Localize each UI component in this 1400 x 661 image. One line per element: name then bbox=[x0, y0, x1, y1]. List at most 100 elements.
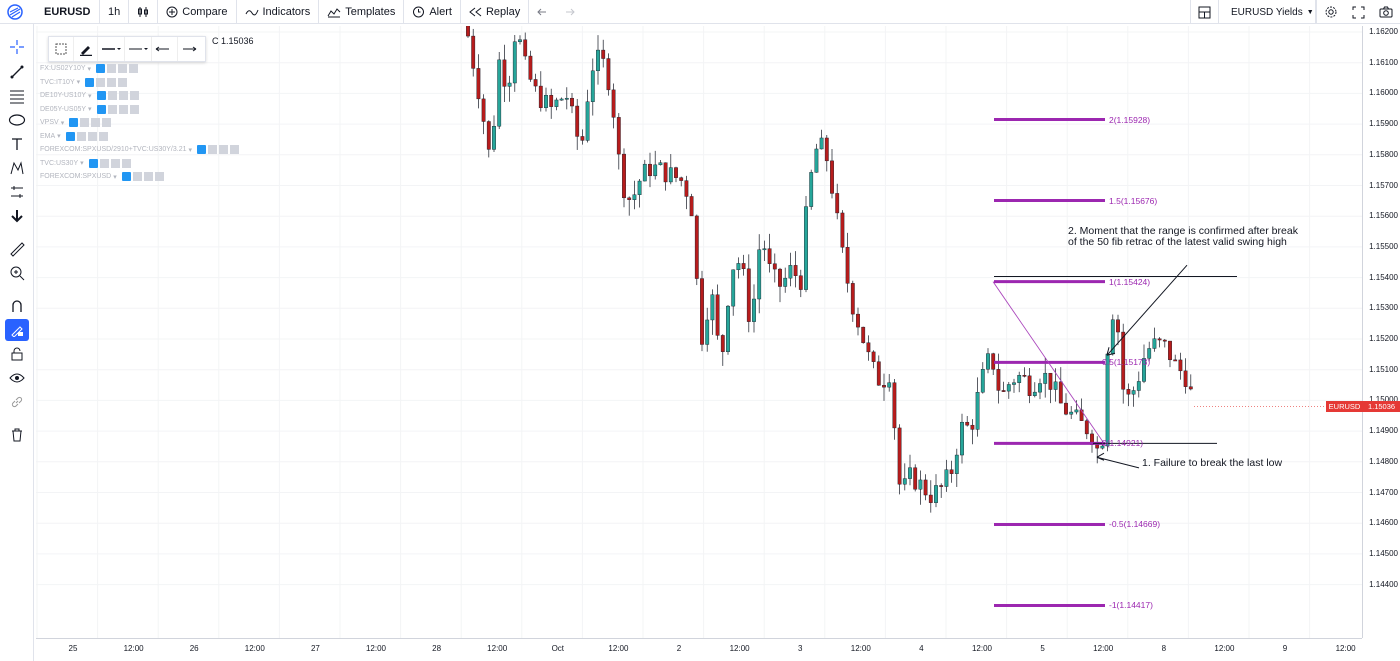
prediction-tool[interactable] bbox=[5, 181, 29, 203]
indicator-legend-row[interactable]: DE05Y-US05Y ▾ bbox=[40, 103, 239, 117]
more-icon[interactable] bbox=[87, 131, 97, 141]
undo-button[interactable] bbox=[529, 0, 556, 24]
eye-icon[interactable] bbox=[197, 145, 206, 155]
more-icon[interactable] bbox=[91, 118, 101, 128]
patterns-tool[interactable] bbox=[5, 157, 29, 179]
settings-icon[interactable] bbox=[132, 172, 142, 182]
symbol-search-button[interactable]: EURUSD bbox=[30, 0, 100, 24]
chevron-down-icon[interactable]: ▾ bbox=[60, 119, 65, 127]
more-icon[interactable] bbox=[219, 145, 228, 155]
indicator-legend-row[interactable]: EMA ▾ bbox=[40, 130, 239, 144]
time-scale[interactable]: 25 12:00 26 12:00 27 12:00 28 12:00 Oct 12:00 2 12:… bbox=[36, 638, 1362, 661]
indicator-legend-row[interactable]: FOREXCOM:SPXUSD ▾ bbox=[40, 170, 239, 184]
close-icon[interactable] bbox=[129, 64, 139, 74]
right-end-button[interactable] bbox=[178, 37, 205, 61]
settings-icon[interactable] bbox=[208, 145, 217, 155]
compare-button[interactable]: Compare bbox=[158, 0, 237, 24]
close-icon[interactable] bbox=[118, 77, 128, 87]
trend-line-tool[interactable] bbox=[5, 61, 29, 83]
more-icon[interactable] bbox=[118, 91, 128, 101]
indicator-legend-row[interactable]: TVC:IT10Y ▾ bbox=[40, 76, 239, 90]
price-chart[interactable] bbox=[36, 26, 1362, 638]
indicator-legend-row[interactable]: VPSV ▾ bbox=[40, 116, 239, 130]
more-icon[interactable] bbox=[143, 172, 153, 182]
eye-icon[interactable] bbox=[121, 172, 131, 182]
replay-button[interactable]: Replay bbox=[461, 0, 530, 24]
crosshair-tool[interactable] bbox=[5, 36, 29, 58]
chevron-down-icon[interactable]: ▾ bbox=[76, 79, 81, 87]
indicator-legend-row[interactable]: DE10Y-US10Y ▾ bbox=[40, 89, 239, 103]
chevron-down-icon[interactable]: ▾ bbox=[188, 146, 192, 154]
select-drag-handle[interactable] bbox=[49, 37, 74, 61]
more-icon[interactable] bbox=[118, 64, 128, 74]
chevron-down-icon[interactable]: ▾ bbox=[87, 65, 92, 73]
hide-drawings-tool[interactable] bbox=[5, 367, 29, 389]
alert-button[interactable]: Alert bbox=[404, 0, 461, 24]
interval-button[interactable]: 1h bbox=[100, 0, 130, 24]
candle-up bbox=[788, 265, 793, 279]
indicators-button[interactable]: Indicators bbox=[237, 0, 320, 24]
chevron-down-icon[interactable]: ▾ bbox=[88, 106, 92, 114]
fullscreen-button[interactable] bbox=[1344, 0, 1372, 24]
close-icon[interactable] bbox=[230, 145, 239, 155]
sync-drawings-tool[interactable] bbox=[5, 391, 29, 413]
line-color-button[interactable] bbox=[74, 37, 99, 61]
eye-icon[interactable] bbox=[85, 77, 95, 87]
chevron-down-icon[interactable]: ▾ bbox=[113, 173, 117, 181]
settings-icon[interactable] bbox=[107, 91, 117, 101]
snapshot-button[interactable] bbox=[1372, 0, 1400, 24]
arrow-tool[interactable] bbox=[5, 205, 29, 227]
indicator-legend-row[interactable]: TVC:US30Y ▾ bbox=[40, 157, 239, 171]
layout-button[interactable] bbox=[1190, 0, 1218, 24]
settings-icon[interactable] bbox=[80, 118, 90, 128]
magnet-tool[interactable] bbox=[5, 295, 29, 317]
settings-icon[interactable] bbox=[107, 104, 117, 114]
more-icon[interactable] bbox=[107, 77, 117, 87]
redo-button[interactable] bbox=[556, 0, 583, 24]
more-icon[interactable] bbox=[110, 158, 120, 168]
zoom-tool[interactable] bbox=[5, 262, 29, 284]
lock-drawings-tool[interactable] bbox=[5, 343, 29, 365]
fib-tool[interactable] bbox=[5, 85, 29, 107]
eye-icon[interactable] bbox=[96, 104, 106, 114]
shapes-tool[interactable] bbox=[5, 109, 29, 131]
close-icon[interactable] bbox=[102, 118, 112, 128]
chart-type-button[interactable] bbox=[129, 0, 159, 24]
close-icon[interactable] bbox=[129, 104, 139, 114]
more-icon[interactable] bbox=[118, 104, 128, 114]
line-style-button[interactable] bbox=[125, 37, 152, 61]
settings-icon[interactable] bbox=[76, 131, 86, 141]
chevron-down-icon[interactable]: ▾ bbox=[57, 133, 61, 141]
indicator-legend-row[interactable]: FX:US02Y10Y ▾ bbox=[40, 62, 239, 76]
price-scale[interactable]: 1.16200 1.16100 1.16000 1.15900 1.15800 1.157… bbox=[1362, 26, 1400, 638]
candle-up bbox=[887, 382, 892, 388]
close-icon[interactable] bbox=[129, 91, 139, 101]
templates-button[interactable]: Templates bbox=[319, 0, 405, 24]
candle-up bbox=[668, 167, 673, 183]
left-end-button[interactable] bbox=[152, 37, 179, 61]
close-icon[interactable] bbox=[121, 158, 131, 168]
time-tick-label: 5 bbox=[1040, 644, 1045, 653]
settings-icon[interactable] bbox=[96, 77, 106, 87]
close-icon[interactable] bbox=[154, 172, 164, 182]
chevron-down-icon[interactable]: ▾ bbox=[80, 160, 84, 168]
settings-icon[interactable] bbox=[107, 64, 117, 74]
close-icon[interactable] bbox=[98, 131, 108, 141]
eye-icon[interactable] bbox=[65, 131, 75, 141]
text-tool[interactable] bbox=[5, 133, 29, 155]
settings-button[interactable] bbox=[1316, 0, 1344, 24]
eye-icon[interactable] bbox=[69, 118, 79, 128]
remove-drawings-tool[interactable] bbox=[5, 424, 29, 446]
chevron-down-icon[interactable]: ▾ bbox=[88, 92, 92, 100]
measure-tool[interactable] bbox=[5, 238, 29, 260]
line-width-button[interactable] bbox=[98, 37, 126, 61]
indicator-legend-row[interactable]: FOREXCOM:SPXUSD/2910+TVC:US30Y/3.21 ▾ bbox=[40, 143, 239, 157]
settings-icon[interactable] bbox=[99, 158, 109, 168]
logo-icon[interactable] bbox=[0, 0, 30, 24]
eye-icon[interactable] bbox=[96, 64, 106, 74]
eye-icon[interactable] bbox=[96, 91, 106, 101]
annotation-2-line2: of the 50 fib retrac of the latest valid… bbox=[1068, 236, 1287, 248]
eye-icon[interactable] bbox=[88, 158, 98, 168]
watchlist-button[interactable]: EURUSD Yields ▼ bbox=[1218, 0, 1316, 24]
stay-in-drawing-mode-tool[interactable] bbox=[5, 319, 29, 341]
